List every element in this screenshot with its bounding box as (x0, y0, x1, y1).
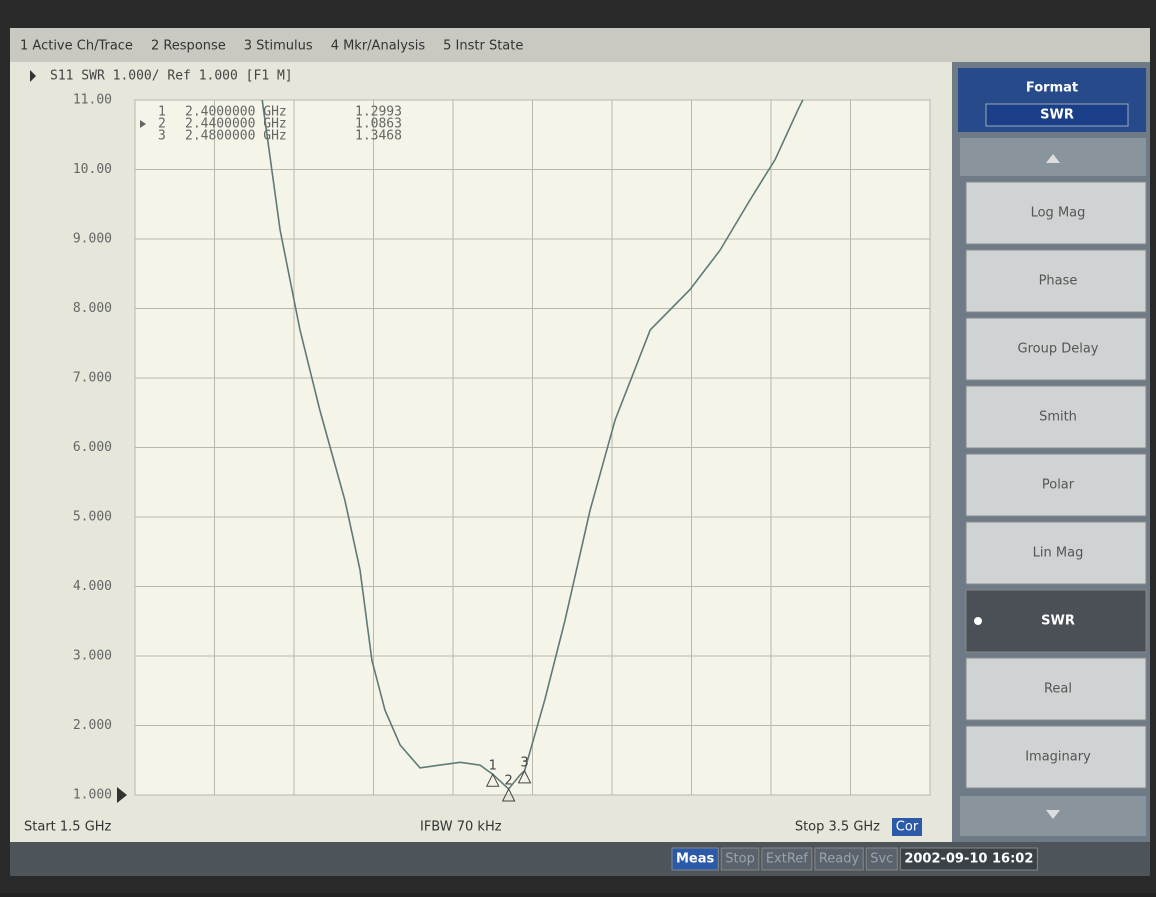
y-tick-label: 11.00 (73, 93, 112, 108)
menu-item[interactable]: 4 Mkr/Analysis (331, 39, 426, 54)
softkey-title: Format (1026, 81, 1078, 96)
start-label: Start 1.5 GHz (24, 820, 112, 835)
status-item: Svc (870, 852, 893, 867)
softkey-label: Smith (1039, 410, 1077, 425)
softkey-label: Phase (1039, 274, 1078, 289)
y-tick-label: 10.00 (73, 162, 112, 177)
marker-table-id: 3 (158, 129, 166, 144)
cor-label: Cor (896, 820, 919, 835)
softkey-label: Lin Mag (1033, 546, 1084, 561)
y-tick-label: 9.000 (73, 232, 112, 247)
screen: S11 SWR 1.000/ Ref 1.000 [F1 M] 1 Active… (0, 0, 1156, 893)
y-tick-label: 7.000 (73, 371, 112, 386)
y-tick-label: 2.000 (73, 718, 112, 733)
stop-label: Stop 3.5 GHz (795, 820, 880, 835)
y-tick-label: 3.000 (73, 649, 112, 664)
y-tick-label: 5.000 (73, 510, 112, 525)
softkey-panel (952, 62, 1150, 842)
menu-item[interactable]: 2 Response (151, 39, 226, 54)
selected-dot (974, 617, 982, 625)
softkey-label: Real (1044, 682, 1072, 697)
menu-item[interactable]: 5 Instr State (443, 39, 523, 54)
status-item: Ready (819, 852, 860, 867)
y-tick-label: 6.000 (73, 440, 112, 455)
trace-title: S11 SWR 1.000/ Ref 1.000 [F1 M] (50, 69, 293, 84)
marker-label: 2 (505, 774, 513, 789)
y-tick-label: 4.000 (73, 579, 112, 594)
softkey-label: Polar (1042, 478, 1075, 493)
softkey-label: Log Mag (1031, 206, 1086, 221)
marker-label: 1 (489, 759, 497, 774)
softkey-label: Imaginary (1025, 750, 1091, 765)
marker-label: 3 (520, 755, 528, 770)
ifbw-label: IFBW 70 kHz (420, 820, 502, 835)
softkey-label: Group Delay (1018, 342, 1099, 357)
softkey-label: SWR (1041, 614, 1075, 629)
marker-table-value: 1.3468 (355, 129, 402, 144)
softkey-current: SWR (1040, 108, 1074, 123)
status-item: Stop (725, 852, 755, 867)
menu-item[interactable]: 1 Active Ch/Trace (20, 39, 133, 54)
status-item: ExtRef (766, 852, 808, 867)
y-tick-label: 8.000 (73, 301, 112, 316)
status-item: Meas (676, 852, 715, 867)
marker-table-freq: 2.4800000 GHz (185, 129, 287, 144)
y-tick-label: 1.000 (73, 788, 112, 803)
menu-item[interactable]: 3 Stimulus (244, 39, 313, 54)
datetime: 2002-09-10 16:02 (904, 852, 1033, 867)
